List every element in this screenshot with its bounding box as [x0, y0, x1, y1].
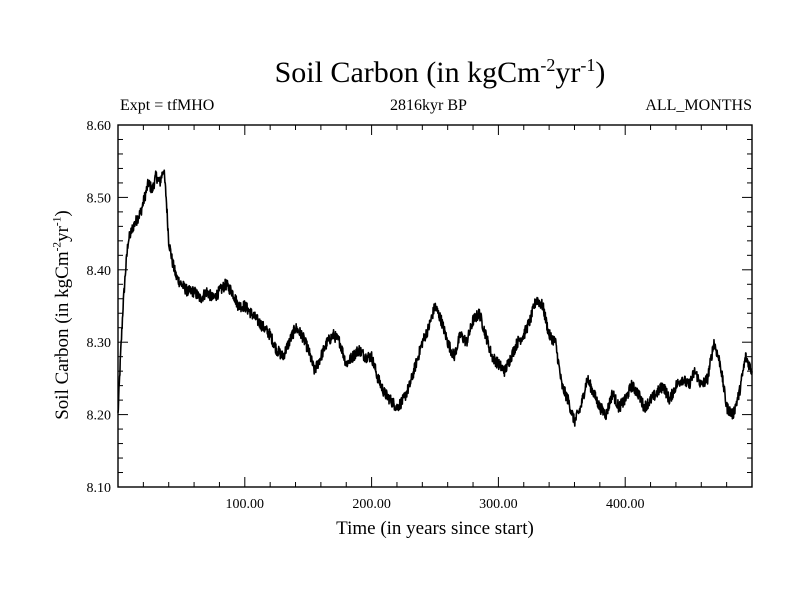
subtitle-experiment: Expt = tfMHO: [120, 97, 215, 114]
x-tick-label: 400.00: [606, 497, 645, 512]
x-tick-label: 300.00: [479, 497, 518, 512]
plot-frame: [117, 124, 753, 488]
y-tick-label: 8.30: [87, 336, 112, 351]
x-tick-label: 100.00: [226, 497, 265, 512]
y-tick-label: 8.40: [87, 264, 112, 279]
series-line-soil-carbon: [117, 169, 753, 427]
x-tick-label: 200.00: [352, 497, 391, 512]
subtitle-period: 2816kyr BP: [390, 97, 467, 114]
y-tick-label: 8.60: [87, 119, 112, 134]
y-tick-label: 8.20: [87, 409, 112, 424]
y-tick-label: 8.50: [87, 191, 112, 206]
subtitle-months: ALL_MONTHS: [645, 97, 752, 114]
y-tick-label: 8.10: [87, 481, 112, 496]
chart-title: Soil Carbon (in kgCm-2yr-1): [274, 55, 606, 89]
x-axis-label: Time (in years since start): [336, 518, 534, 539]
